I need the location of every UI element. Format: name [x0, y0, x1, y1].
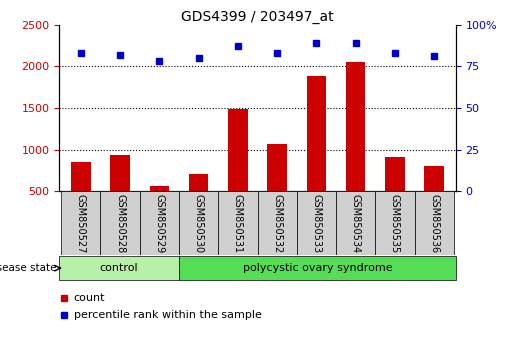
Bar	[140, 191, 179, 255]
Text: GSM850531: GSM850531	[233, 194, 243, 253]
Text: GSM850536: GSM850536	[429, 194, 439, 253]
Text: count: count	[74, 293, 105, 303]
Bar	[179, 191, 218, 255]
Text: GSM850535: GSM850535	[390, 194, 400, 253]
Title: GDS4399 / 203497_at: GDS4399 / 203497_at	[181, 10, 334, 24]
Text: polycystic ovary syndrome: polycystic ovary syndrome	[243, 263, 392, 273]
Bar	[149, 186, 169, 233]
Bar	[189, 174, 209, 233]
Bar	[218, 191, 258, 255]
Bar	[336, 191, 375, 255]
Bar	[346, 62, 366, 233]
Text: GSM850527: GSM850527	[76, 194, 86, 254]
Text: GSM850530: GSM850530	[194, 194, 203, 253]
Bar	[71, 162, 91, 233]
Bar	[59, 256, 179, 280]
Bar	[385, 157, 405, 233]
Text: control: control	[100, 263, 139, 273]
Bar	[306, 75, 326, 233]
Bar	[258, 191, 297, 255]
Bar	[297, 191, 336, 255]
Bar	[228, 109, 248, 233]
Bar	[415, 191, 454, 255]
Bar	[424, 166, 444, 233]
Bar	[375, 191, 415, 255]
Bar	[179, 256, 456, 280]
Text: GSM850528: GSM850528	[115, 194, 125, 253]
Bar	[61, 191, 100, 255]
Text: GSM850533: GSM850533	[312, 194, 321, 253]
Text: GSM850532: GSM850532	[272, 194, 282, 253]
Bar	[267, 144, 287, 233]
Text: GSM850534: GSM850534	[351, 194, 360, 253]
Bar	[100, 191, 140, 255]
Text: GSM850529: GSM850529	[154, 194, 164, 253]
Bar	[110, 155, 130, 233]
Text: percentile rank within the sample: percentile rank within the sample	[74, 310, 262, 320]
Text: disease state: disease state	[0, 263, 57, 273]
